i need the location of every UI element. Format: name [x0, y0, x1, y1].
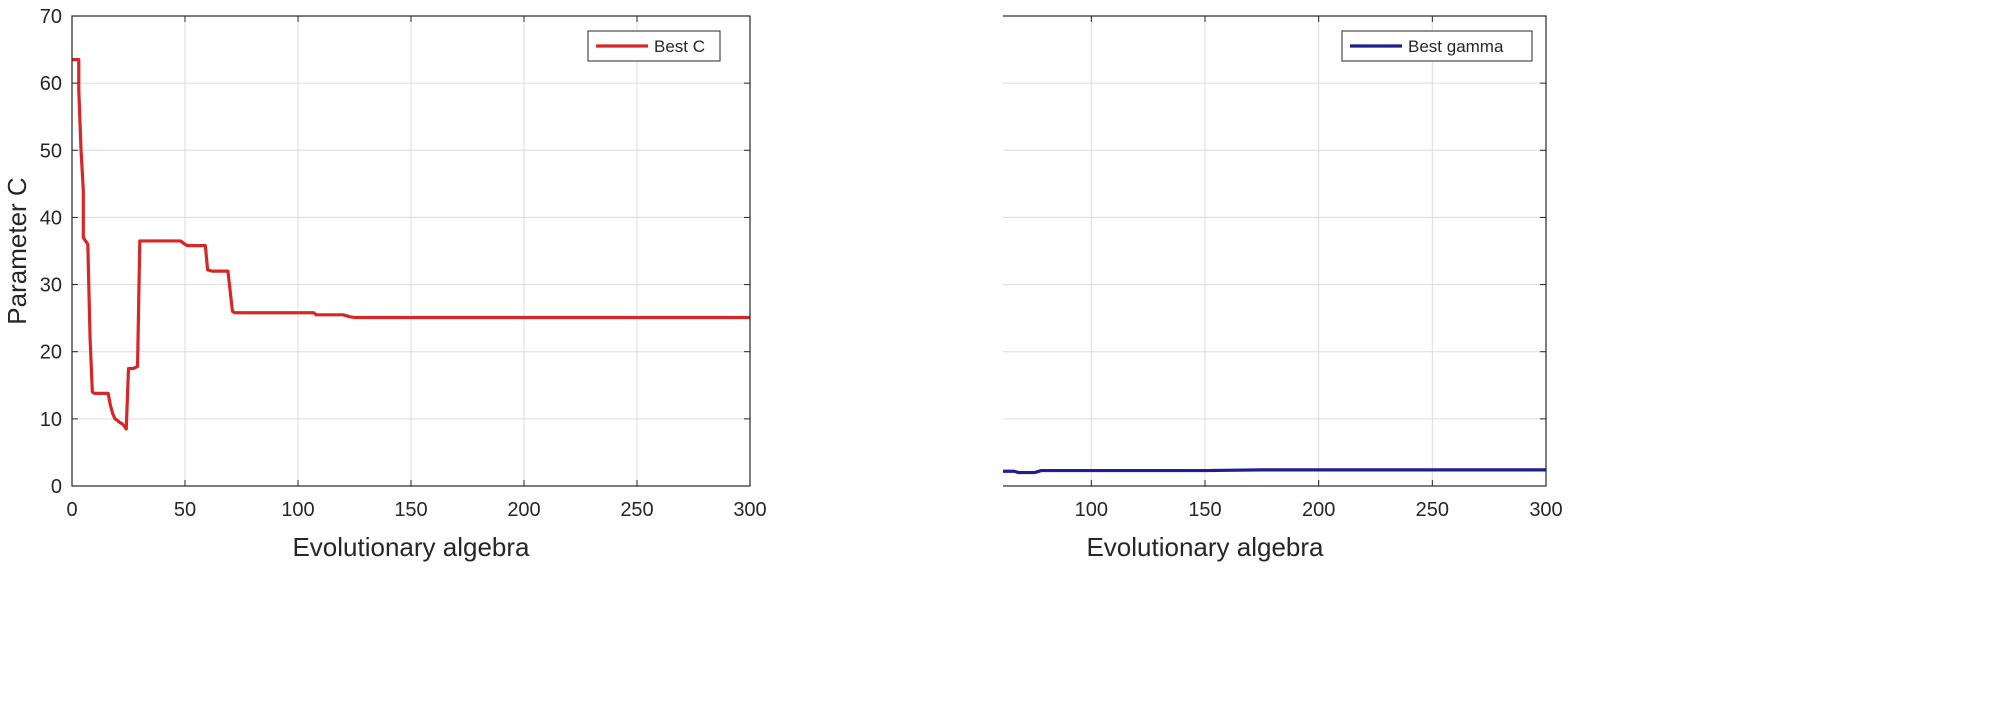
- chart-best-c: 0 50 100 150 200 250 300 0 10 20 30 40 50 60 70 Evoluti…: [2, 6, 767, 562]
- legend-label: Best C: [654, 37, 705, 56]
- y-tick-label: 50: [40, 140, 62, 162]
- y-tick-label: 60: [40, 73, 62, 95]
- x-tick-label: 250: [620, 499, 653, 521]
- legend: Best C: [587, 30, 721, 62]
- y-tick-label: 30: [40, 275, 62, 297]
- x-tick-label: 100: [281, 499, 314, 521]
- x-tick-label: 250: [1416, 499, 1449, 521]
- x-axis-label: Evolutionary algebra: [292, 532, 530, 562]
- y-tick-label: 70: [40, 6, 62, 28]
- y-tick-label: 20: [40, 342, 62, 364]
- x-tick-label: 200: [507, 499, 540, 521]
- x-tick-label: 150: [394, 499, 427, 521]
- y-tick-label: 0: [51, 476, 62, 498]
- y-tick-label: 10: [40, 409, 62, 431]
- x-tick-label: 100: [1075, 499, 1108, 521]
- y-tick-label: 40: [40, 207, 62, 229]
- x-tick-label: 150: [1188, 499, 1221, 521]
- x-axis-label: Evolutionary algebra: [1086, 532, 1324, 562]
- legend: Best gamma: [1341, 30, 1533, 62]
- x-tick-label: 300: [733, 499, 766, 521]
- series-line-0: [72, 58, 750, 431]
- plot-area: [1003, 16, 1546, 486]
- y-axis-label: Parameter C: [2, 177, 32, 324]
- x-tick-label: 200: [1302, 499, 1335, 521]
- x-tick-label: 300: [1529, 499, 1562, 521]
- chart-best-gamma: 05010015020025030000.511.522.533.5Evolut…: [1003, 15, 1563, 562]
- legend-label: Best gamma: [1408, 37, 1504, 56]
- x-tick-label: 50: [174, 499, 196, 521]
- series-line-0: [1003, 468, 1546, 475]
- x-tick-label: 0: [66, 499, 77, 521]
